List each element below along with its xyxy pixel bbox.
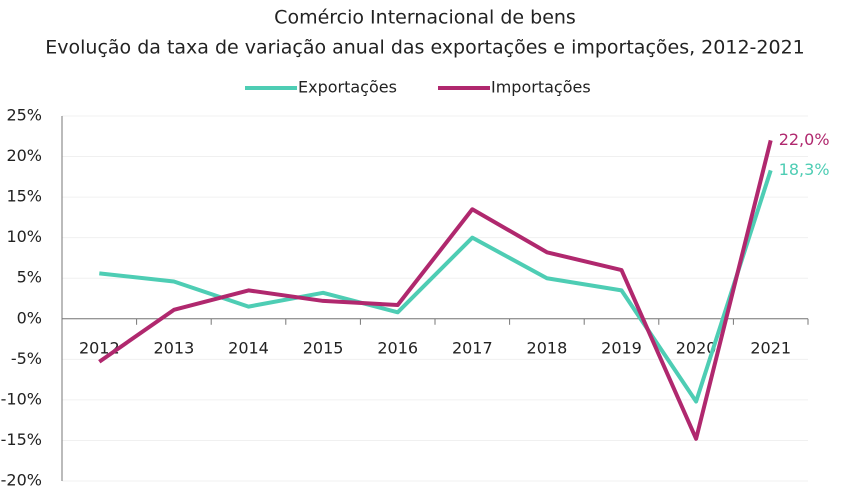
x-tick-label: 2013 [154, 338, 195, 357]
y-tick-label: 20% [6, 146, 42, 165]
y-tick-label: 10% [6, 227, 42, 246]
legend-label: Importações [491, 78, 591, 97]
chart-title: Comércio Internacional de bens [274, 7, 576, 29]
y-tick-label: 0% [17, 308, 42, 327]
x-tick-label: 2021 [750, 338, 791, 357]
legend-label: Exportações [298, 78, 397, 97]
x-tick-label: 2017 [452, 338, 493, 357]
x-tick-label: 2020 [676, 338, 717, 357]
value-label: 22,0% [779, 130, 830, 149]
series-line [98, 139, 773, 441]
x-tick-label: 2015 [303, 338, 344, 357]
y-tick-label: -20% [1, 471, 42, 490]
y-tick-label: -10% [1, 389, 42, 408]
x-tick-label: 2016 [377, 338, 418, 357]
series-line [99, 169, 773, 404]
y-tick-label: 5% [17, 268, 42, 287]
x-tick-label: 2019 [601, 338, 642, 357]
y-tick-label: -15% [1, 430, 42, 449]
x-tick-label: 2012 [79, 338, 120, 357]
y-tick-label: 15% [6, 187, 42, 206]
y-tick-label: -5% [11, 349, 42, 368]
x-tick-label: 2018 [527, 338, 568, 357]
chart-subtitle: Evolução da taxa de variação anual das e… [45, 37, 805, 59]
value-label: 18,3% [779, 160, 830, 179]
x-tick-label: 2014 [228, 338, 269, 357]
y-tick-label: 25% [6, 106, 42, 125]
